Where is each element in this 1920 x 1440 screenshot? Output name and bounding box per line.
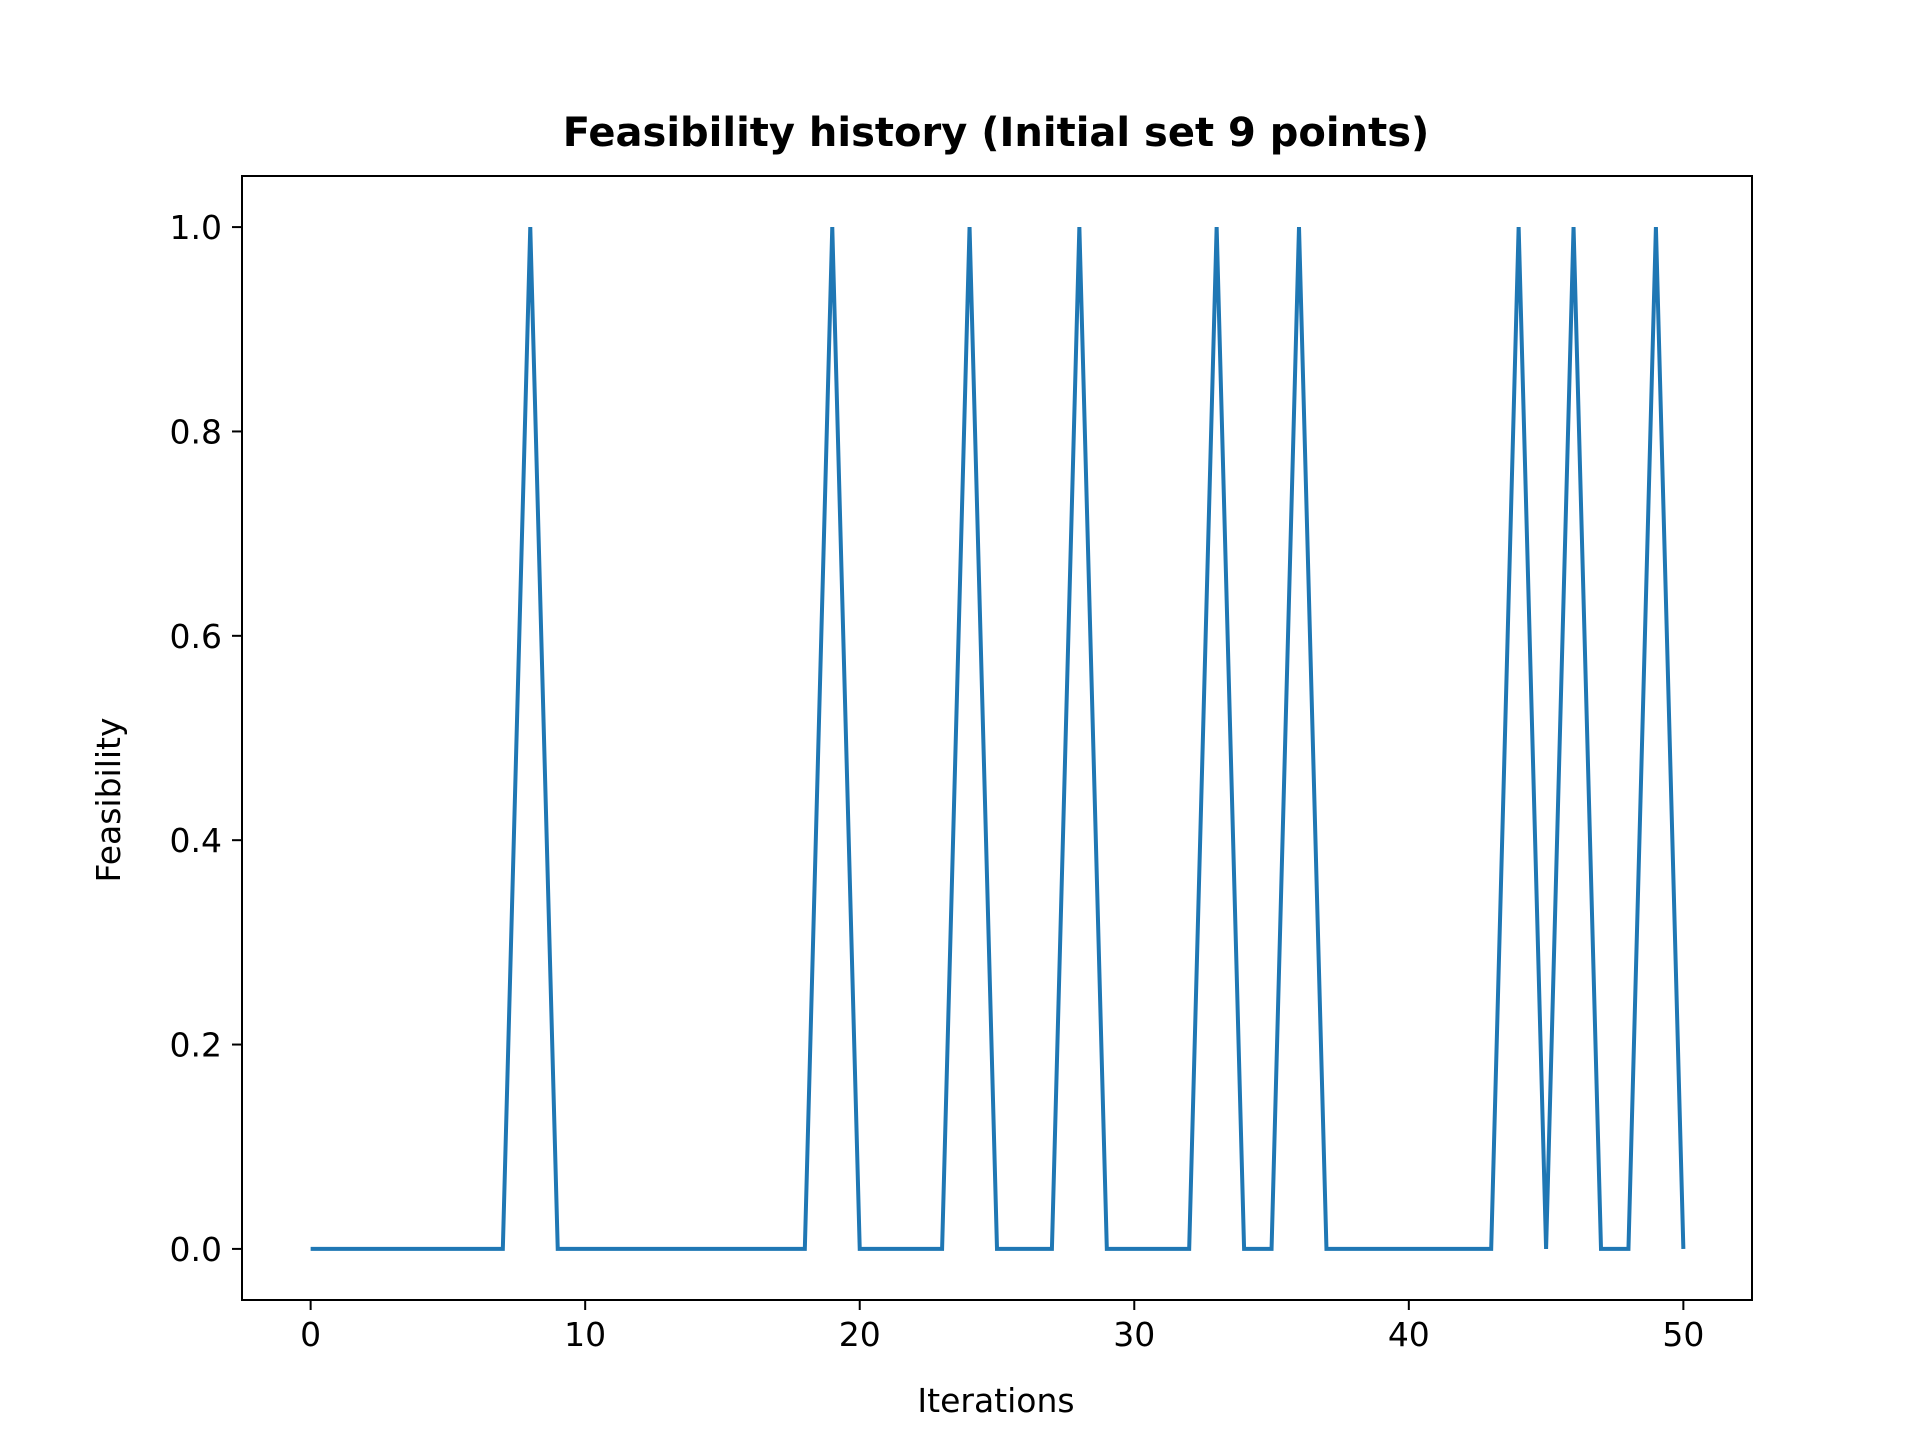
y-axis-label: Feasibility: [89, 718, 128, 883]
axes-frame: [241, 175, 1753, 1301]
y-axis-ticks: 0.0 0.2 0.4 0.6 0.8 1.0: [170, 208, 242, 1269]
chart-title: Feasibility history (Initial set 9 point…: [563, 110, 1430, 156]
x-tick-label: 30: [1113, 1315, 1155, 1354]
x-axis-label: Iterations: [917, 1381, 1074, 1420]
plot-area: [310, 227, 1686, 1251]
y-tick-label: 0.0: [170, 1230, 222, 1269]
x-tick-label: 40: [1388, 1315, 1430, 1354]
y-tick-label: 0.6: [170, 617, 222, 656]
y-tick-label: 0.2: [170, 1026, 222, 1065]
series-line-0: [310, 227, 1686, 1251]
y-tick-label: 0.8: [170, 412, 222, 451]
y-tick-label: 0.4: [170, 821, 222, 860]
y-tick-label: 1.0: [170, 208, 222, 247]
x-tick-label: 50: [1662, 1315, 1704, 1354]
x-tick-label: 10: [564, 1315, 606, 1354]
x-tick-label: 20: [839, 1315, 881, 1354]
x-axis-ticks: 0 10 20 30 40 50: [300, 1300, 1704, 1354]
x-tick-label: 0: [300, 1315, 321, 1354]
